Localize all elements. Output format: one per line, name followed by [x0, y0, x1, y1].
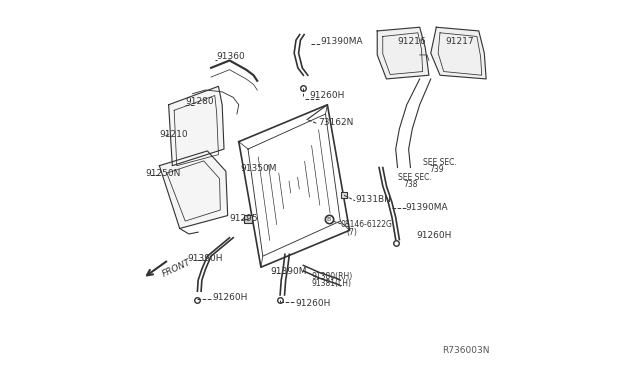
Text: 91380(RH): 91380(RH) [312, 272, 353, 281]
Text: SEE SEC.: SEE SEC. [397, 173, 431, 182]
Polygon shape [377, 27, 429, 79]
Text: 73162N: 73162N [318, 118, 353, 127]
Text: R736003N: R736003N [442, 346, 490, 355]
Text: 91390MA: 91390MA [405, 203, 447, 212]
Text: 91350M: 91350M [241, 164, 277, 173]
Text: 91390MA: 91390MA [321, 37, 364, 46]
Text: 91260H: 91260H [416, 231, 451, 240]
Text: 91260H: 91260H [212, 293, 248, 302]
Text: 91390M: 91390M [270, 267, 307, 276]
Text: 91210: 91210 [159, 130, 188, 139]
Text: 91381(LH): 91381(LH) [312, 279, 352, 288]
Polygon shape [159, 151, 228, 228]
Text: FRONT: FRONT [161, 257, 193, 279]
Text: 9131BN: 9131BN [356, 195, 392, 204]
Text: 91295: 91295 [230, 214, 258, 222]
Text: 91250N: 91250N [146, 169, 181, 177]
Text: 739: 739 [429, 165, 444, 174]
Text: 91217: 91217 [445, 37, 474, 46]
Text: 91260H: 91260H [309, 91, 344, 100]
Text: 738: 738 [403, 180, 417, 189]
Text: 91216: 91216 [397, 37, 426, 46]
Text: B: B [326, 217, 330, 222]
Text: (7): (7) [347, 228, 358, 237]
Text: 91390H: 91390H [187, 254, 223, 263]
Text: SEE SEC.: SEE SEC. [424, 157, 457, 167]
Text: 91280: 91280 [185, 97, 214, 106]
Text: 08146-6122G: 08146-6122G [340, 219, 392, 228]
Text: 91260H: 91260H [295, 299, 330, 308]
Text: 91360: 91360 [216, 52, 245, 61]
Polygon shape [168, 86, 224, 166]
Polygon shape [431, 27, 486, 79]
